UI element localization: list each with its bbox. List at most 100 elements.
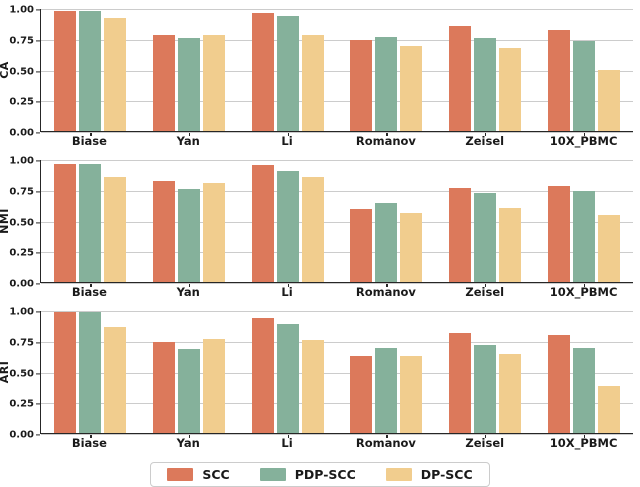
bar-ari-yan-pdp-scc <box>178 348 200 434</box>
bar-ari-zeisel-dp-scc <box>499 353 522 434</box>
x-tick-mark <box>189 133 191 137</box>
bar-ca-10x-pbmc-scc <box>547 29 570 132</box>
bar-ari-biase-dp-scc <box>104 326 127 434</box>
bar-group-biase <box>41 311 140 439</box>
bar-nmi-biase-dp-scc <box>104 177 127 283</box>
x-tick-label-biase: Biase <box>71 436 107 451</box>
y-tick-label: 0.00 <box>9 278 34 290</box>
y-tick-label: 1.00 <box>9 306 34 318</box>
bar-ca-10x-pbmc-pdp-scc <box>572 40 595 132</box>
x-tick-mark <box>287 284 289 288</box>
gridline-0.50 <box>41 372 633 374</box>
bar-group-10x-pbmc <box>534 311 633 439</box>
y-tick-mark <box>36 372 40 375</box>
bar-ca-yan-scc <box>153 34 175 132</box>
bar-group-yan <box>140 311 239 439</box>
y-tick-mark <box>36 434 40 436</box>
bar-ari-romanov-scc <box>350 356 373 434</box>
y-tick-mark <box>36 70 40 73</box>
y-tick-label: 0.25 <box>9 247 34 259</box>
y-tick-label: 0.50 <box>9 368 34 379</box>
x-tick-label-zeisel: Zeisel <box>465 436 505 451</box>
x-tick-mark <box>90 435 92 439</box>
y-axis: ARI 1.00 0.75 0.50 0.25 0.00 <box>0 307 40 452</box>
gridline-0.00 <box>41 283 633 284</box>
legend-swatch-pdp-scc <box>259 468 286 481</box>
x-tick-mark <box>485 133 487 137</box>
y-tick-label: 0.25 <box>9 96 34 108</box>
x-tick-label-biase: Biase <box>71 285 107 300</box>
bar-ari-10x-pbmc-scc <box>547 335 570 434</box>
x-tick-mark <box>485 435 487 439</box>
y-tick-mark <box>36 191 40 193</box>
plot-column: Biase Yan Li Romanov Zeisel 10X_PBMC <box>40 160 633 301</box>
y-tick-label: 0.25 <box>9 398 34 410</box>
bar-nmi-zeisel-dp-scc <box>499 207 522 283</box>
x-tick-label-10x-pbmc: 10X_PBMC <box>549 285 618 300</box>
bar-group-biase <box>41 160 140 288</box>
bar-ca-zeisel-scc <box>449 26 472 132</box>
bar-group-zeisel <box>436 9 535 137</box>
gridline-0.75 <box>41 341 633 343</box>
x-tick-mark <box>189 435 191 439</box>
x-tick-mark <box>287 133 289 137</box>
bar-ca-biase-pdp-scc <box>79 11 102 132</box>
plot-area <box>40 160 633 288</box>
x-tick-label-10x-pbmc: 10X_PBMC <box>549 436 618 451</box>
legend-swatch-scc <box>167 468 194 481</box>
x-axis-labels: Biase Yan Li Romanov Zeisel 10X_PBMC <box>40 434 633 452</box>
bar-ari-10x-pbmc-pdp-scc <box>572 347 595 434</box>
bar-group-li <box>238 160 337 288</box>
gridline-0.75 <box>41 39 633 41</box>
bar-group-romanov <box>337 160 436 288</box>
bar-ca-biase-dp-scc <box>104 17 127 132</box>
y-tick-mark <box>36 283 40 285</box>
bar-group-yan <box>140 9 239 137</box>
y-tick-label: 0.00 <box>9 429 34 441</box>
bar-ari-zeisel-scc <box>449 332 472 434</box>
y-tick-label: 0.75 <box>9 186 34 198</box>
bar-groups <box>41 9 633 137</box>
subplots-container: CA 1.00 0.75 0.50 0.25 0.00 Biase Yan Li Romanov Z… <box>0 5 640 452</box>
subplot-ca: CA 1.00 0.75 0.50 0.25 0.00 Biase Yan Li Romanov Z… <box>0 5 640 150</box>
bar-nmi-biase-pdp-scc <box>79 163 102 283</box>
bar-nmi-romanov-pdp-scc <box>375 202 398 283</box>
legend-item-dp-scc: DP-SCC <box>385 467 473 482</box>
gridline-1.00 <box>41 311 633 312</box>
legend-item-pdp-scc: PDP-SCC <box>259 467 356 482</box>
gridline-0.75 <box>41 190 633 192</box>
bar-ari-romanov-pdp-scc <box>375 347 398 434</box>
bar-nmi-zeisel-pdp-scc <box>474 192 497 283</box>
x-tick-label-romanov: Romanov <box>355 285 416 300</box>
x-tick-mark <box>583 133 585 137</box>
bar-group-zeisel <box>436 311 535 439</box>
x-tick-mark <box>90 133 92 137</box>
y-tick-mark <box>36 40 40 42</box>
bar-ari-li-pdp-scc <box>276 324 299 434</box>
x-tick-mark <box>189 284 191 288</box>
bar-nmi-yan-dp-scc <box>203 183 225 283</box>
bar-nmi-yan-scc <box>153 180 175 283</box>
x-tick-label-li: Li <box>281 285 293 300</box>
bar-groups <box>41 311 633 439</box>
bar-ca-zeisel-dp-scc <box>499 48 522 132</box>
bar-nmi-zeisel-scc <box>449 188 472 283</box>
gridline-0.25 <box>41 101 633 103</box>
bar-ari-10x-pbmc-dp-scc <box>597 385 620 434</box>
y-tick-label: 0.50 <box>9 217 34 228</box>
x-tick-mark <box>386 435 388 439</box>
x-tick-label-yan: Yan <box>176 436 200 451</box>
bar-nmi-yan-pdp-scc <box>178 189 200 283</box>
bar-group-zeisel <box>436 160 535 288</box>
x-tick-mark <box>485 284 487 288</box>
x-tick-label-yan: Yan <box>176 134 200 149</box>
bar-ca-romanov-dp-scc <box>400 45 423 132</box>
x-axis-labels: Biase Yan Li Romanov Zeisel 10X_PBMC <box>40 132 633 150</box>
y-tick-mark <box>36 311 40 313</box>
x-tick-label-zeisel: Zeisel <box>465 134 505 149</box>
y-tick-mark <box>36 160 40 162</box>
bar-nmi-li-dp-scc <box>301 177 324 283</box>
x-tick-mark <box>90 284 92 288</box>
y-axis: CA 1.00 0.75 0.50 0.25 0.00 <box>0 5 40 150</box>
